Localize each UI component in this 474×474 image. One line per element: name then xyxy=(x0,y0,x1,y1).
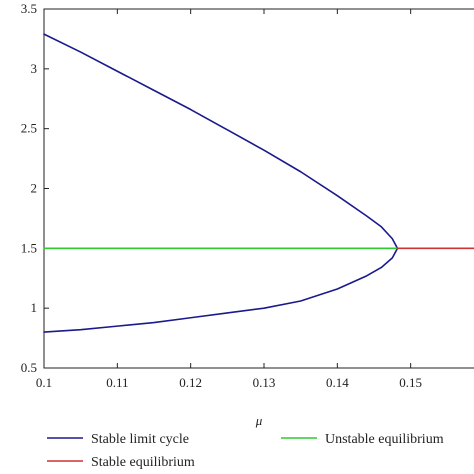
y-tick-label: 1 xyxy=(31,300,38,315)
legend-label-stable-equilibrium: Stable equilibrium xyxy=(91,455,195,470)
x-tick-label: 0.1 xyxy=(36,375,52,390)
x-tick-label: 0.13 xyxy=(253,375,276,390)
legend-label-unstable-equilibrium: Unstable equilibrium xyxy=(325,432,444,447)
x-axis-label: μ xyxy=(255,413,263,428)
plot-area xyxy=(43,8,474,369)
x-tick-label: 0.12 xyxy=(179,375,202,390)
y-tick-label: 0.5 xyxy=(21,360,37,375)
y-tick-label: 2.5 xyxy=(21,121,37,136)
legend: Stable limit cycle Unstable equilibrium St… xyxy=(47,432,444,470)
y-tick-label: 1.5 xyxy=(21,240,37,255)
series-layer xyxy=(43,33,474,333)
x-tick-label: 0.14 xyxy=(326,375,349,390)
legend-label-stable-limit-cycle: Stable limit cycle xyxy=(91,432,189,447)
y-tick-label: 3 xyxy=(31,61,38,76)
x-tick-label: 0.15 xyxy=(399,375,422,390)
axis-ticks: 0.10.110.120.130.140.150.10.511.522.533.… xyxy=(21,1,422,390)
x-tick-label: 0.11 xyxy=(106,375,128,390)
y-tick-label: 2 xyxy=(31,181,38,196)
y-tick-label: 3.5 xyxy=(21,1,37,16)
